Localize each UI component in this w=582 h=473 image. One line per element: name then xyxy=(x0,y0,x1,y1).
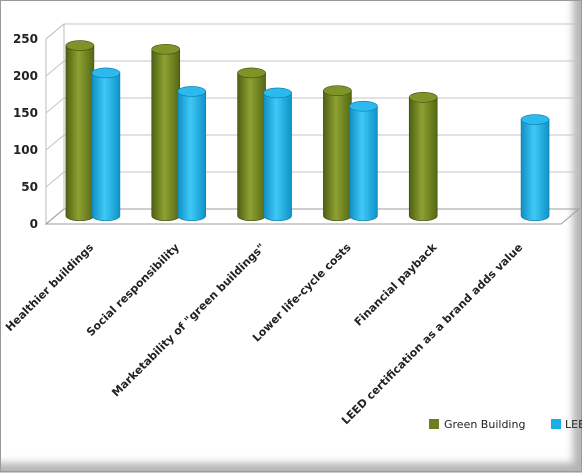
x-tick-label: Healthier buildings xyxy=(3,241,96,334)
back-wall xyxy=(63,23,580,210)
legend-swatch-lee xyxy=(551,419,561,429)
bar-lee xyxy=(177,86,207,222)
x-tick-label: Lower life-cycle costs xyxy=(250,241,354,345)
bar-green-building xyxy=(408,92,438,222)
x-tick-label: Social responsibility xyxy=(84,241,182,339)
gridline xyxy=(45,23,579,40)
y-tick-label: 250 xyxy=(13,32,38,46)
gridline xyxy=(45,97,579,114)
legend-label-lee: LEE xyxy=(565,418,582,431)
bars xyxy=(65,40,550,222)
y-tick-label: 150 xyxy=(13,106,38,120)
bar-green-building xyxy=(151,43,181,222)
x-tick-label: Financial payback xyxy=(352,240,440,328)
y-tick-label: 200 xyxy=(13,69,38,83)
legend-swatch-green-building xyxy=(429,419,439,429)
gridlines xyxy=(45,22,580,226)
gridline xyxy=(45,60,579,77)
legend: Green Building LEE xyxy=(429,418,582,431)
side-wall xyxy=(45,22,65,226)
bar-green-building xyxy=(65,40,95,222)
bar-lee xyxy=(263,87,292,222)
x-tick-label: LEED certification as a brand adds value xyxy=(339,241,525,427)
y-tick-label: 50 xyxy=(21,180,38,194)
legend-label-green-building: Green Building xyxy=(444,418,525,431)
gridline xyxy=(45,134,579,151)
bar-green-building xyxy=(323,85,352,222)
bar-lee xyxy=(91,67,121,222)
floor xyxy=(44,208,581,225)
gridline xyxy=(45,171,579,188)
axes: 0 50 100 150 200 250 xyxy=(13,32,581,231)
y-tick-label: 0 xyxy=(30,217,38,231)
y-tick-label: 100 xyxy=(13,143,38,157)
bar-green-building xyxy=(237,67,266,222)
x-tick-label: Marketability of "green buildings" xyxy=(109,241,267,399)
gridline xyxy=(45,208,579,225)
bar-lee xyxy=(349,100,378,222)
bar-lee xyxy=(520,114,550,222)
